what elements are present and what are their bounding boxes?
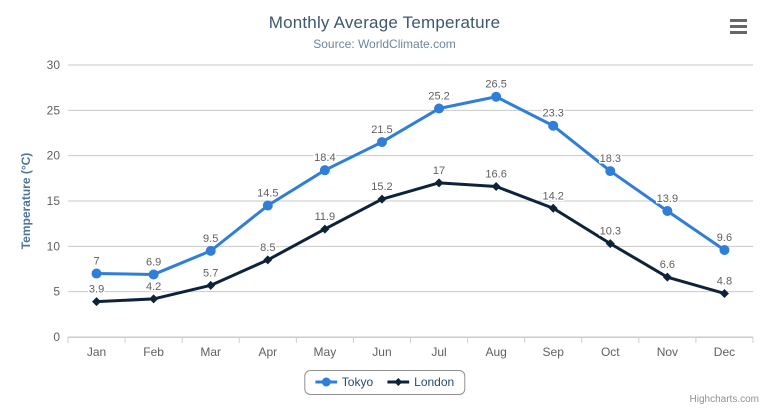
x-axis-label: Sep bbox=[543, 345, 565, 359]
data-label-tokyo: 21.5 bbox=[371, 124, 392, 136]
y-axis-tick-label: 10 bbox=[47, 239, 61, 253]
data-label-tokyo: 9.6 bbox=[717, 232, 732, 244]
data-label-london: 14.2 bbox=[542, 190, 563, 202]
y-axis-tick-label: 15 bbox=[47, 194, 61, 208]
data-point-marker-london[interactable] bbox=[149, 294, 159, 304]
x-axis-label: Jun bbox=[372, 345, 391, 359]
x-axis-label: Apr bbox=[258, 345, 277, 359]
data-point-marker-london[interactable] bbox=[263, 255, 273, 265]
series-line-london bbox=[95, 181, 726, 304]
data-label-london: 6.6 bbox=[660, 259, 675, 271]
data-label-tokyo: 18.4 bbox=[314, 152, 335, 164]
data-point-marker-tokyo[interactable] bbox=[205, 245, 216, 256]
y-axis-tick-label: 25 bbox=[47, 103, 61, 117]
credits-link[interactable]: Highcharts.com bbox=[689, 394, 759, 405]
data-label-tokyo: 13.9 bbox=[657, 193, 678, 205]
x-axis-label: Jan bbox=[87, 345, 106, 359]
x-axis-label: Oct bbox=[601, 345, 620, 359]
data-point-marker-tokyo[interactable] bbox=[376, 137, 387, 148]
legend-item-london[interactable]: London bbox=[387, 375, 454, 389]
data-point-marker-london[interactable] bbox=[434, 178, 444, 188]
data-point-marker-london[interactable] bbox=[92, 297, 102, 307]
series-line-tokyo bbox=[95, 95, 726, 276]
data-point-marker-tokyo[interactable] bbox=[548, 120, 559, 131]
data-point-marker-tokyo[interactable] bbox=[605, 166, 616, 177]
x-axis-label: Aug bbox=[485, 345, 506, 359]
data-label-london: 3.9 bbox=[89, 284, 104, 296]
data-point-marker-london[interactable] bbox=[548, 203, 558, 213]
data-point-marker-london[interactable] bbox=[662, 272, 672, 282]
data-label-london: 17 bbox=[433, 165, 445, 177]
data-label-tokyo: 9.5 bbox=[203, 233, 218, 245]
data-point-marker-tokyo[interactable] bbox=[262, 200, 273, 211]
data-point-marker-london[interactable] bbox=[320, 224, 330, 234]
data-point-marker-london[interactable] bbox=[491, 181, 501, 191]
data-label-london: 4.8 bbox=[717, 275, 732, 287]
data-label-tokyo: 25.2 bbox=[428, 91, 449, 103]
y-axis-tick-label: 5 bbox=[53, 285, 60, 299]
data-label-london: 16.6 bbox=[485, 168, 506, 180]
x-axis-label: Nov bbox=[657, 345, 678, 359]
legend-item-tokyo[interactable]: Tokyo bbox=[314, 375, 374, 389]
x-axis-label: Feb bbox=[143, 345, 164, 359]
x-axis-label: May bbox=[314, 345, 337, 359]
data-point-marker-tokyo[interactable] bbox=[319, 165, 330, 176]
data-label-london: 5.7 bbox=[203, 267, 218, 279]
y-axis-title: Temperature (°C) bbox=[19, 152, 33, 250]
data-point-marker-tokyo[interactable] bbox=[148, 269, 159, 280]
data-label-london: 4.2 bbox=[146, 281, 161, 293]
data-label-tokyo: 14.5 bbox=[257, 188, 278, 200]
y-axis-tick-label: 20 bbox=[47, 149, 61, 163]
data-point-marker-london[interactable] bbox=[377, 194, 387, 204]
data-point-marker-tokyo[interactable] bbox=[491, 91, 502, 102]
data-label-london: 10.3 bbox=[600, 226, 621, 238]
hamburger-icon bbox=[730, 25, 747, 28]
y-axis-tick-label: 30 bbox=[47, 58, 61, 72]
data-label-london: 15.2 bbox=[371, 181, 392, 193]
legend-label-tokyo: Tokyo bbox=[341, 375, 374, 389]
x-axis-label: Dec bbox=[714, 345, 735, 359]
data-point-marker-tokyo[interactable] bbox=[719, 244, 730, 255]
export-menu-button[interactable] bbox=[730, 19, 747, 34]
legend-label-london: London bbox=[414, 375, 455, 389]
data-label-london: 8.5 bbox=[260, 242, 275, 254]
data-point-marker-london[interactable] bbox=[206, 280, 216, 290]
legend-marker-icon-london bbox=[387, 378, 410, 386]
chart-subtitle: Source: WorldClimate.com bbox=[313, 37, 456, 51]
data-point-marker-tokyo[interactable] bbox=[91, 268, 102, 279]
y-axis-tick-label: 0 bbox=[53, 330, 60, 344]
data-label-london: 11.9 bbox=[315, 211, 336, 223]
data-label-tokyo: 18.3 bbox=[600, 153, 621, 165]
data-point-marker-london[interactable] bbox=[719, 288, 729, 298]
data-label-tokyo: 23.3 bbox=[542, 108, 563, 120]
data-label-tokyo: 26.5 bbox=[485, 79, 506, 91]
data-point-marker-tokyo[interactable] bbox=[662, 205, 673, 216]
x-axis-label: Mar bbox=[200, 345, 221, 359]
hamburger-icon bbox=[730, 19, 747, 22]
data-label-tokyo: 6.9 bbox=[146, 256, 161, 268]
hamburger-icon bbox=[730, 31, 747, 34]
data-point-marker-london[interactable] bbox=[605, 239, 615, 249]
legend-marker-icon-tokyo bbox=[314, 377, 337, 387]
legend: Tokyo London bbox=[303, 370, 466, 395]
x-axis-label: Jul bbox=[431, 345, 446, 359]
data-label-tokyo: 7 bbox=[93, 256, 99, 268]
chart-title: Monthly Average Temperature bbox=[268, 13, 501, 32]
data-point-marker-tokyo[interactable] bbox=[434, 103, 445, 114]
